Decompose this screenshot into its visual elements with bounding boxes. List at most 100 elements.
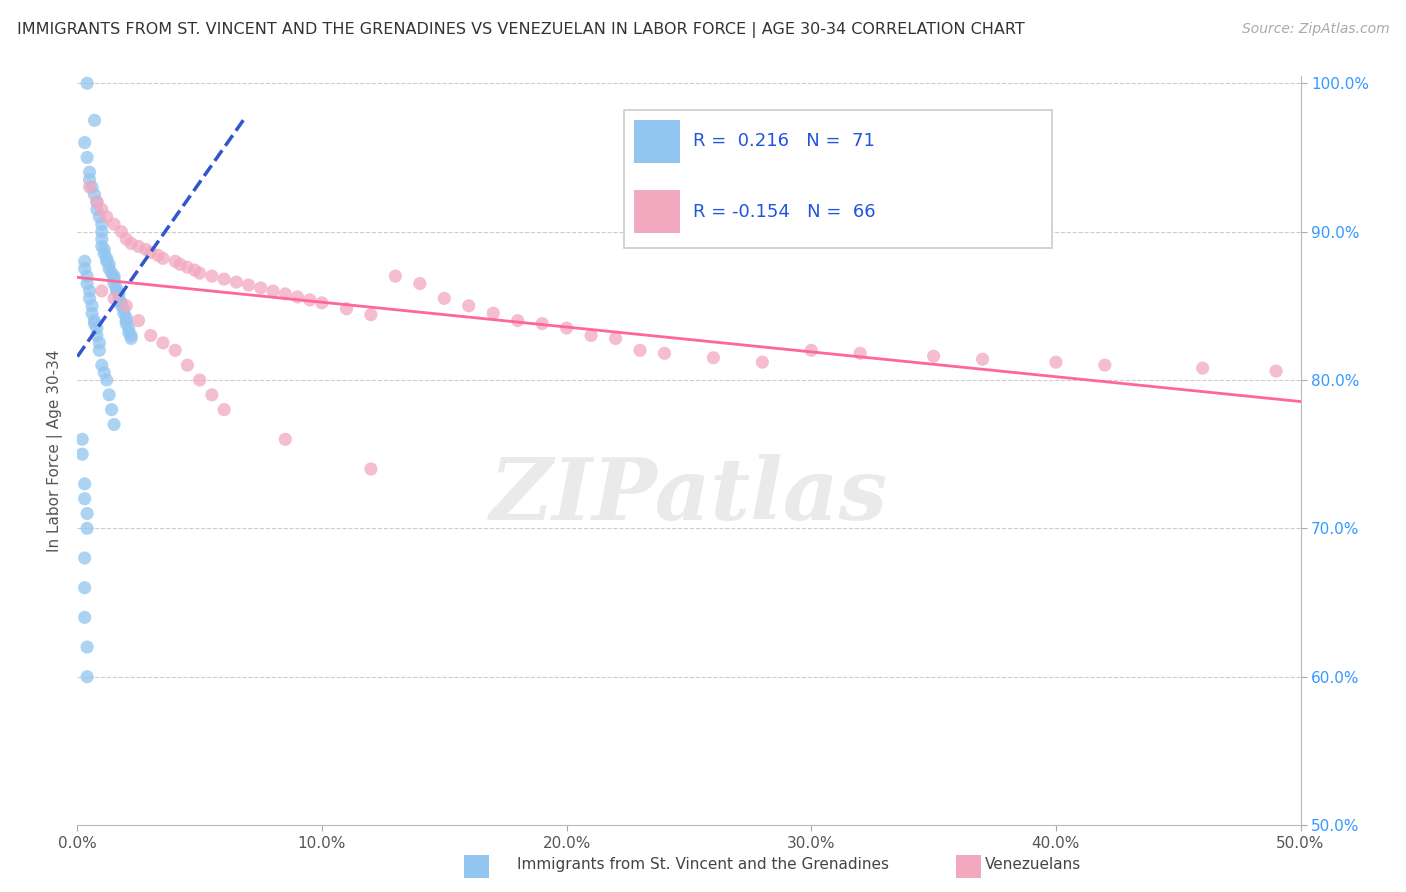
Point [103,269,125,284]
Point [120,236,142,251]
Text: Venezuelans: Venezuelans [986,857,1081,872]
Point [152,252,174,266]
Point [73,610,96,624]
Point [76,76,98,90]
Point [118,326,141,340]
Point [103,292,125,306]
Point [146,248,169,262]
Point [135,243,157,257]
Point [70,447,93,461]
Point [201,269,224,284]
Point [238,278,260,293]
Point [79,284,101,298]
Point [108,287,131,301]
Point [579,328,602,343]
Point [103,217,125,231]
Point [86,328,108,343]
Point [93,243,115,257]
FancyBboxPatch shape [624,110,1052,248]
Point [98,388,121,402]
Point [110,299,132,313]
Point [103,277,125,291]
Point [100,402,122,417]
Point [1045,355,1067,369]
Point [127,313,149,327]
Point [90,217,112,231]
Point [165,254,187,268]
Point [176,260,198,275]
Point [120,331,142,345]
Point [90,232,112,246]
Point [103,272,125,286]
Point [83,113,105,128]
Point [139,245,162,260]
Point [262,284,284,298]
Point [287,290,309,304]
Point [76,507,98,521]
Point [274,433,297,447]
Point [654,346,676,360]
Point [76,521,98,535]
Point [93,366,115,380]
Point [800,343,823,358]
Point [76,640,98,654]
Text: IMMIGRANTS FROM ST. VINCENT AND THE GRENADINES VS VENEZUELAN IN LABOR FORCE | AG: IMMIGRANTS FROM ST. VINCENT AND THE GREN… [17,22,1025,38]
Point [108,292,131,306]
Point [110,295,132,310]
Point [360,462,382,476]
Point [90,225,112,239]
Point [152,335,174,350]
Point [73,491,96,506]
Point [751,355,773,369]
Point [103,417,125,432]
Point [86,202,108,217]
Point [139,328,162,343]
Point [90,358,112,372]
Point [702,351,724,365]
Point [70,433,93,447]
Point [360,308,382,322]
Point [120,328,142,343]
Point [298,293,321,307]
Point [184,263,207,277]
Point [90,202,112,217]
Point [86,194,108,209]
Point [96,373,118,387]
Text: Source: ZipAtlas.com: Source: ZipAtlas.com [1241,22,1389,37]
Point [849,346,872,360]
Point [86,321,108,335]
Point [605,331,627,345]
Point [86,194,108,209]
Point [73,476,96,491]
Point [76,670,98,684]
Point [169,257,191,271]
Point [212,402,235,417]
Point [80,180,103,194]
Point [115,232,138,246]
Point [83,313,105,327]
Point [1265,364,1288,378]
Point [76,269,98,284]
Point [96,210,118,224]
Point [90,284,112,298]
Point [89,210,111,224]
Point [176,358,198,372]
Point [972,352,994,367]
Point [96,252,118,266]
Point [98,261,121,276]
Point [100,266,122,280]
Text: R = -0.154   N =  66: R = -0.154 N = 66 [693,203,875,221]
Bar [634,120,681,163]
Point [115,310,138,325]
Point [433,292,456,306]
Point [225,275,247,289]
Point [76,150,98,164]
Point [188,266,211,280]
Point [482,306,505,320]
Point [1191,361,1213,376]
Point [73,581,96,595]
Point [127,239,149,253]
Text: ZIPatlas: ZIPatlas [489,454,889,537]
Point [555,321,578,335]
Point [73,254,96,268]
